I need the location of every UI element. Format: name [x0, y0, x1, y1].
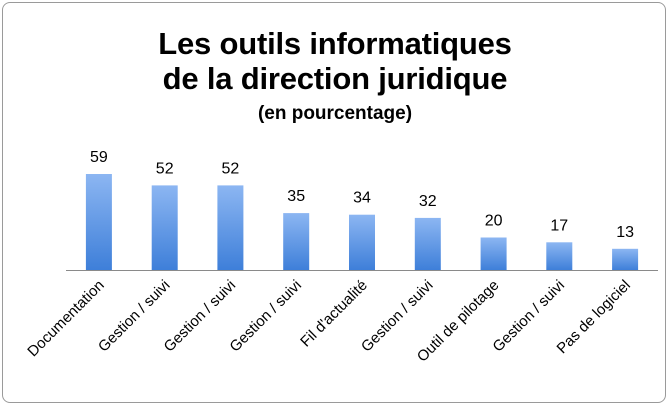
data-label-6: 32 [419, 193, 437, 210]
bar-6 [414, 217, 441, 270]
bar-5 [349, 214, 375, 270]
data-label-4: 35 [287, 188, 305, 205]
bar-4 [283, 213, 310, 270]
chart-title: Les outils informatiques de la direction… [0, 26, 670, 96]
data-label-3: 52 [222, 160, 240, 177]
bar-7 [480, 237, 507, 270]
bar-2 [151, 185, 178, 270]
x-tick-label-5: Fil d'actualité [297, 277, 371, 351]
chart-title-line-2: de la direction juridique [162, 61, 508, 96]
bar-9 [612, 248, 639, 270]
data-label-7: 20 [485, 213, 503, 230]
chart-title-line-1: Les outils informatiques [158, 26, 512, 61]
data-label-2: 52 [156, 160, 174, 177]
bar-3 [217, 185, 244, 270]
data-label-8: 17 [550, 217, 568, 234]
data-label-1: 59 [90, 149, 108, 166]
chart-frame [2, 2, 666, 403]
data-label-5: 34 [353, 190, 371, 207]
bar-8 [546, 242, 573, 270]
data-label-9: 13 [616, 224, 634, 241]
bar-1 [85, 174, 112, 270]
chart-subtitle: (en pourcentage) [257, 103, 413, 124]
x-tick-label-1: Documentation [24, 277, 107, 360]
